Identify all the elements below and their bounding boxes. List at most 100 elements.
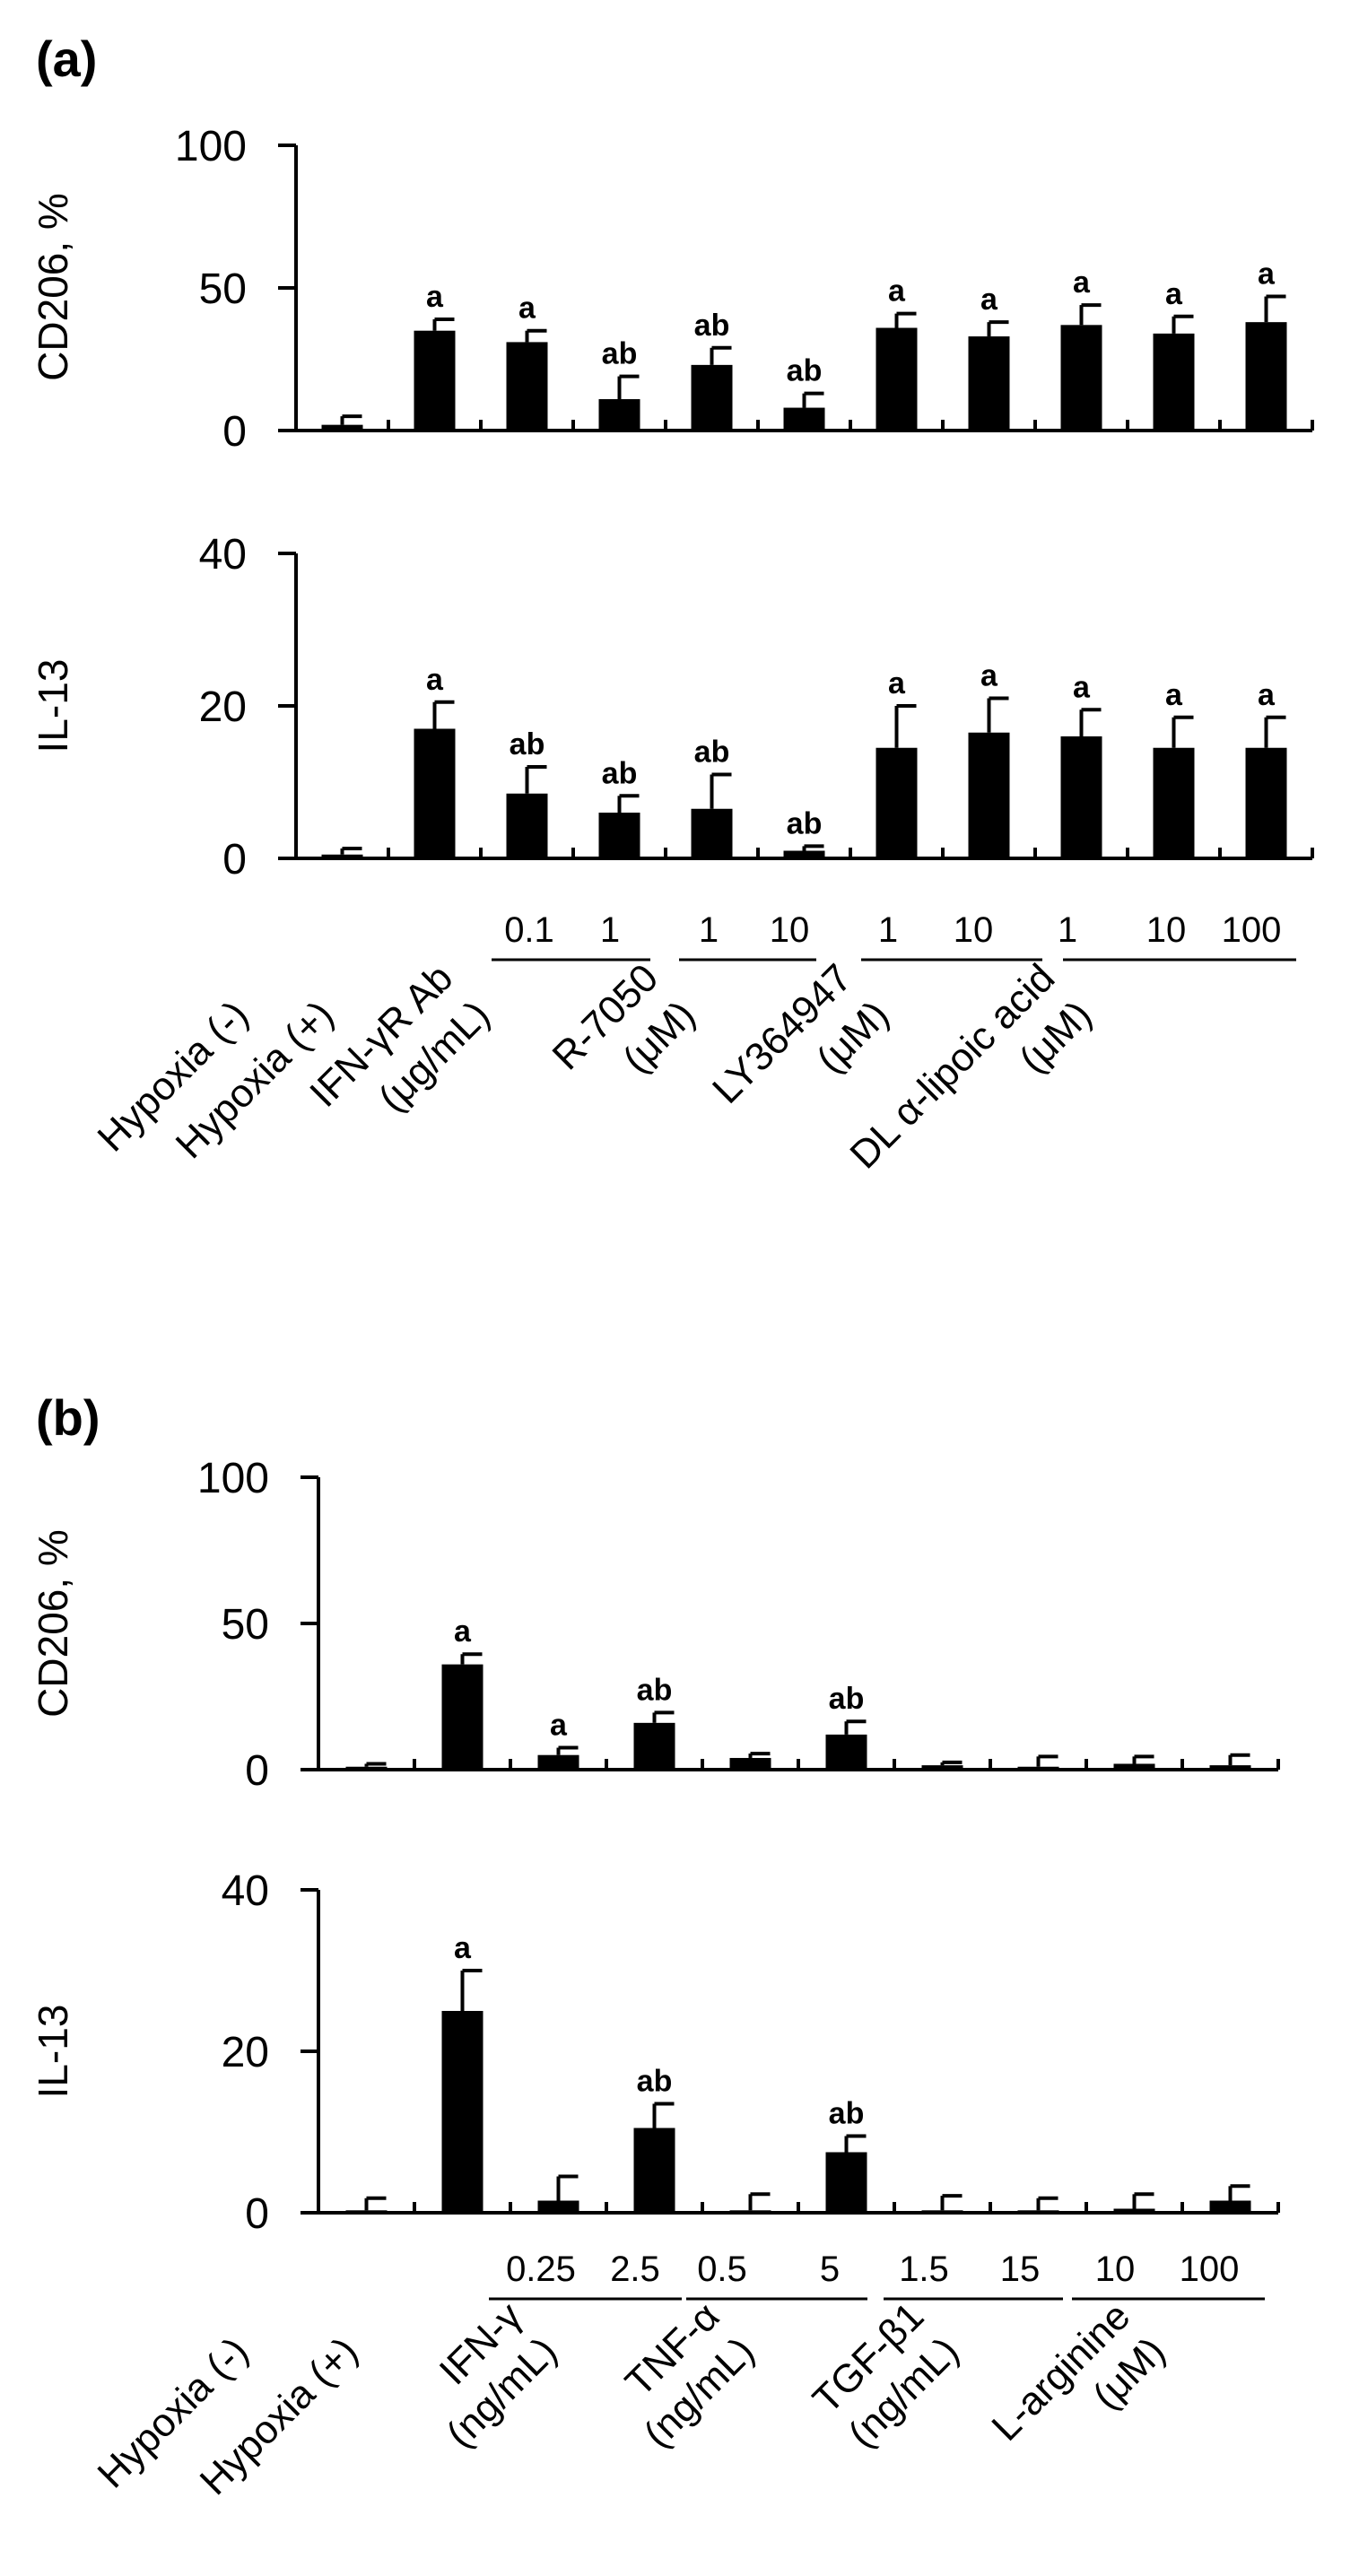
significance-label: a — [1258, 678, 1276, 712]
y-axis-title: IL-13 — [30, 659, 76, 753]
bar — [506, 342, 548, 431]
group-label: IFN-γR Ab(μg/mL) — [301, 956, 498, 1120]
significance-label: a — [1165, 277, 1183, 311]
dose-label: 1 — [1058, 910, 1077, 950]
bar — [1060, 736, 1102, 858]
panel-a: (a) 0 50 100 CD206, % a a ab ab ab a a a a a 0 20 40 IL-13… — [30, 30, 1314, 1178]
significance-label: ab — [787, 354, 823, 388]
dose-label: 1 — [878, 910, 898, 950]
y-axis-title: IL-13 — [30, 2005, 76, 2099]
bar — [537, 2200, 579, 2213]
bar — [921, 1765, 963, 1770]
y-tick-label: 50 — [222, 1601, 269, 1649]
bar — [825, 1734, 867, 1770]
bar — [1153, 333, 1195, 431]
significance-label: a — [888, 666, 906, 701]
chart-b-il13: 0 20 40 IL-13 a ab ab — [30, 1867, 1280, 2238]
dose-label: 1 — [600, 910, 620, 950]
bar — [598, 399, 640, 431]
significance-label: ab — [829, 2097, 865, 2131]
panel-label-a: (a) — [36, 30, 97, 87]
significance-label: a — [550, 1709, 568, 1743]
bar — [598, 813, 640, 858]
group-label: TNF-α(ng/mL) — [617, 2294, 762, 2457]
bar — [783, 850, 825, 858]
y-axis-title: CD206, % — [30, 193, 76, 381]
significance-label: a — [1073, 670, 1091, 704]
dose-label: 100 — [1222, 910, 1282, 950]
bar — [1017, 1766, 1059, 1770]
dose-label: 10 — [954, 910, 994, 950]
significance-label: a — [888, 274, 906, 309]
bar — [1245, 747, 1287, 858]
significance-label: a — [518, 292, 536, 326]
bar — [441, 2011, 483, 2213]
group-labels-b: Hypoxia (-)Hypoxia (+) IFN-γ(ng/mL) TNF-α(… — [89, 2294, 1173, 2503]
significance-label: a — [1073, 265, 1091, 300]
chart-a-il13: 0 20 40 IL-13 a ab ab ab ab a a a a a — [30, 531, 1314, 883]
dose-label: 1.5 — [899, 2250, 949, 2289]
bar — [1017, 2210, 1059, 2213]
panel-b: (b) 0 50 100 CD206, % a a ab ab 0 20 40 IL-13 a ab ab 0.… — [30, 1389, 1280, 2503]
dose-labels-a: 0.1 1 1 10 1 10 1 10 100 — [492, 910, 1296, 962]
bar — [321, 424, 363, 431]
y-tick-label: 100 — [197, 1455, 269, 1502]
significance-label: ab — [694, 735, 730, 770]
significance-label: ab — [829, 1682, 865, 1716]
bar — [321, 854, 363, 858]
dose-label: 0.1 — [504, 910, 554, 950]
dose-labels-b: 0.25 2.5 0.5 5 1.5 15 10 100 — [489, 2250, 1265, 2301]
bar — [1153, 747, 1195, 858]
bar — [825, 2152, 867, 2213]
group-labels-a: Hypoxia (-)Hypoxia (+)IFN-γR Ab(μg/mL) R-… — [89, 956, 1100, 1178]
dose-label: 2.5 — [610, 2250, 660, 2289]
significance-label: a — [980, 283, 998, 317]
bar — [414, 728, 456, 858]
dose-label: 5 — [820, 2250, 840, 2289]
dose-label: 1 — [699, 910, 719, 950]
y-tick-label: 20 — [222, 2029, 269, 2076]
y-tick-label: 50 — [199, 265, 247, 313]
bar — [691, 364, 733, 431]
dose-label: 10 — [1146, 910, 1187, 950]
bar — [1209, 1765, 1251, 1770]
y-axis-title: CD206, % — [30, 1529, 76, 1718]
dose-label: 10 — [1095, 2250, 1136, 2289]
dose-label: 0.5 — [697, 2250, 747, 2289]
bar — [633, 2128, 675, 2213]
dose-label: 0.25 — [506, 2250, 576, 2289]
significance-label: a — [980, 659, 998, 693]
significance-label: a — [1165, 678, 1183, 712]
bar — [921, 2210, 963, 2213]
significance-label: a — [454, 1614, 472, 1649]
y-tick-label: 0 — [222, 408, 247, 456]
y-tick-label: 0 — [245, 2190, 269, 2238]
dose-label: 15 — [1000, 2250, 1041, 2289]
bar — [1060, 325, 1102, 431]
significance-label: ab — [602, 337, 638, 371]
significance-label: ab — [602, 756, 638, 790]
bar — [633, 1722, 675, 1770]
bar — [876, 327, 918, 431]
bar — [1113, 1763, 1155, 1770]
bar — [1113, 2208, 1155, 2213]
significance-label: ab — [787, 806, 823, 840]
bar — [506, 793, 548, 858]
bar — [968, 732, 1010, 858]
significance-label: a — [1258, 257, 1276, 292]
bar — [729, 1757, 771, 1770]
group-label: R-7050(μM) — [544, 956, 704, 1082]
group-label: IFN-γ(ng/mL) — [431, 2294, 566, 2457]
significance-label: ab — [510, 727, 545, 761]
y-tick-label: 40 — [222, 1867, 269, 1915]
y-tick-label: 0 — [245, 1747, 269, 1795]
group-label: TGF-β1(ng/mL) — [805, 2294, 967, 2457]
bar — [441, 1664, 483, 1770]
bar — [1245, 322, 1287, 431]
bar — [345, 2210, 388, 2213]
bar — [691, 808, 733, 858]
bar — [1209, 2200, 1251, 2213]
y-tick-label: 0 — [222, 836, 247, 883]
chart-b-cd206: 0 50 100 CD206, % a a ab ab — [30, 1455, 1280, 1795]
